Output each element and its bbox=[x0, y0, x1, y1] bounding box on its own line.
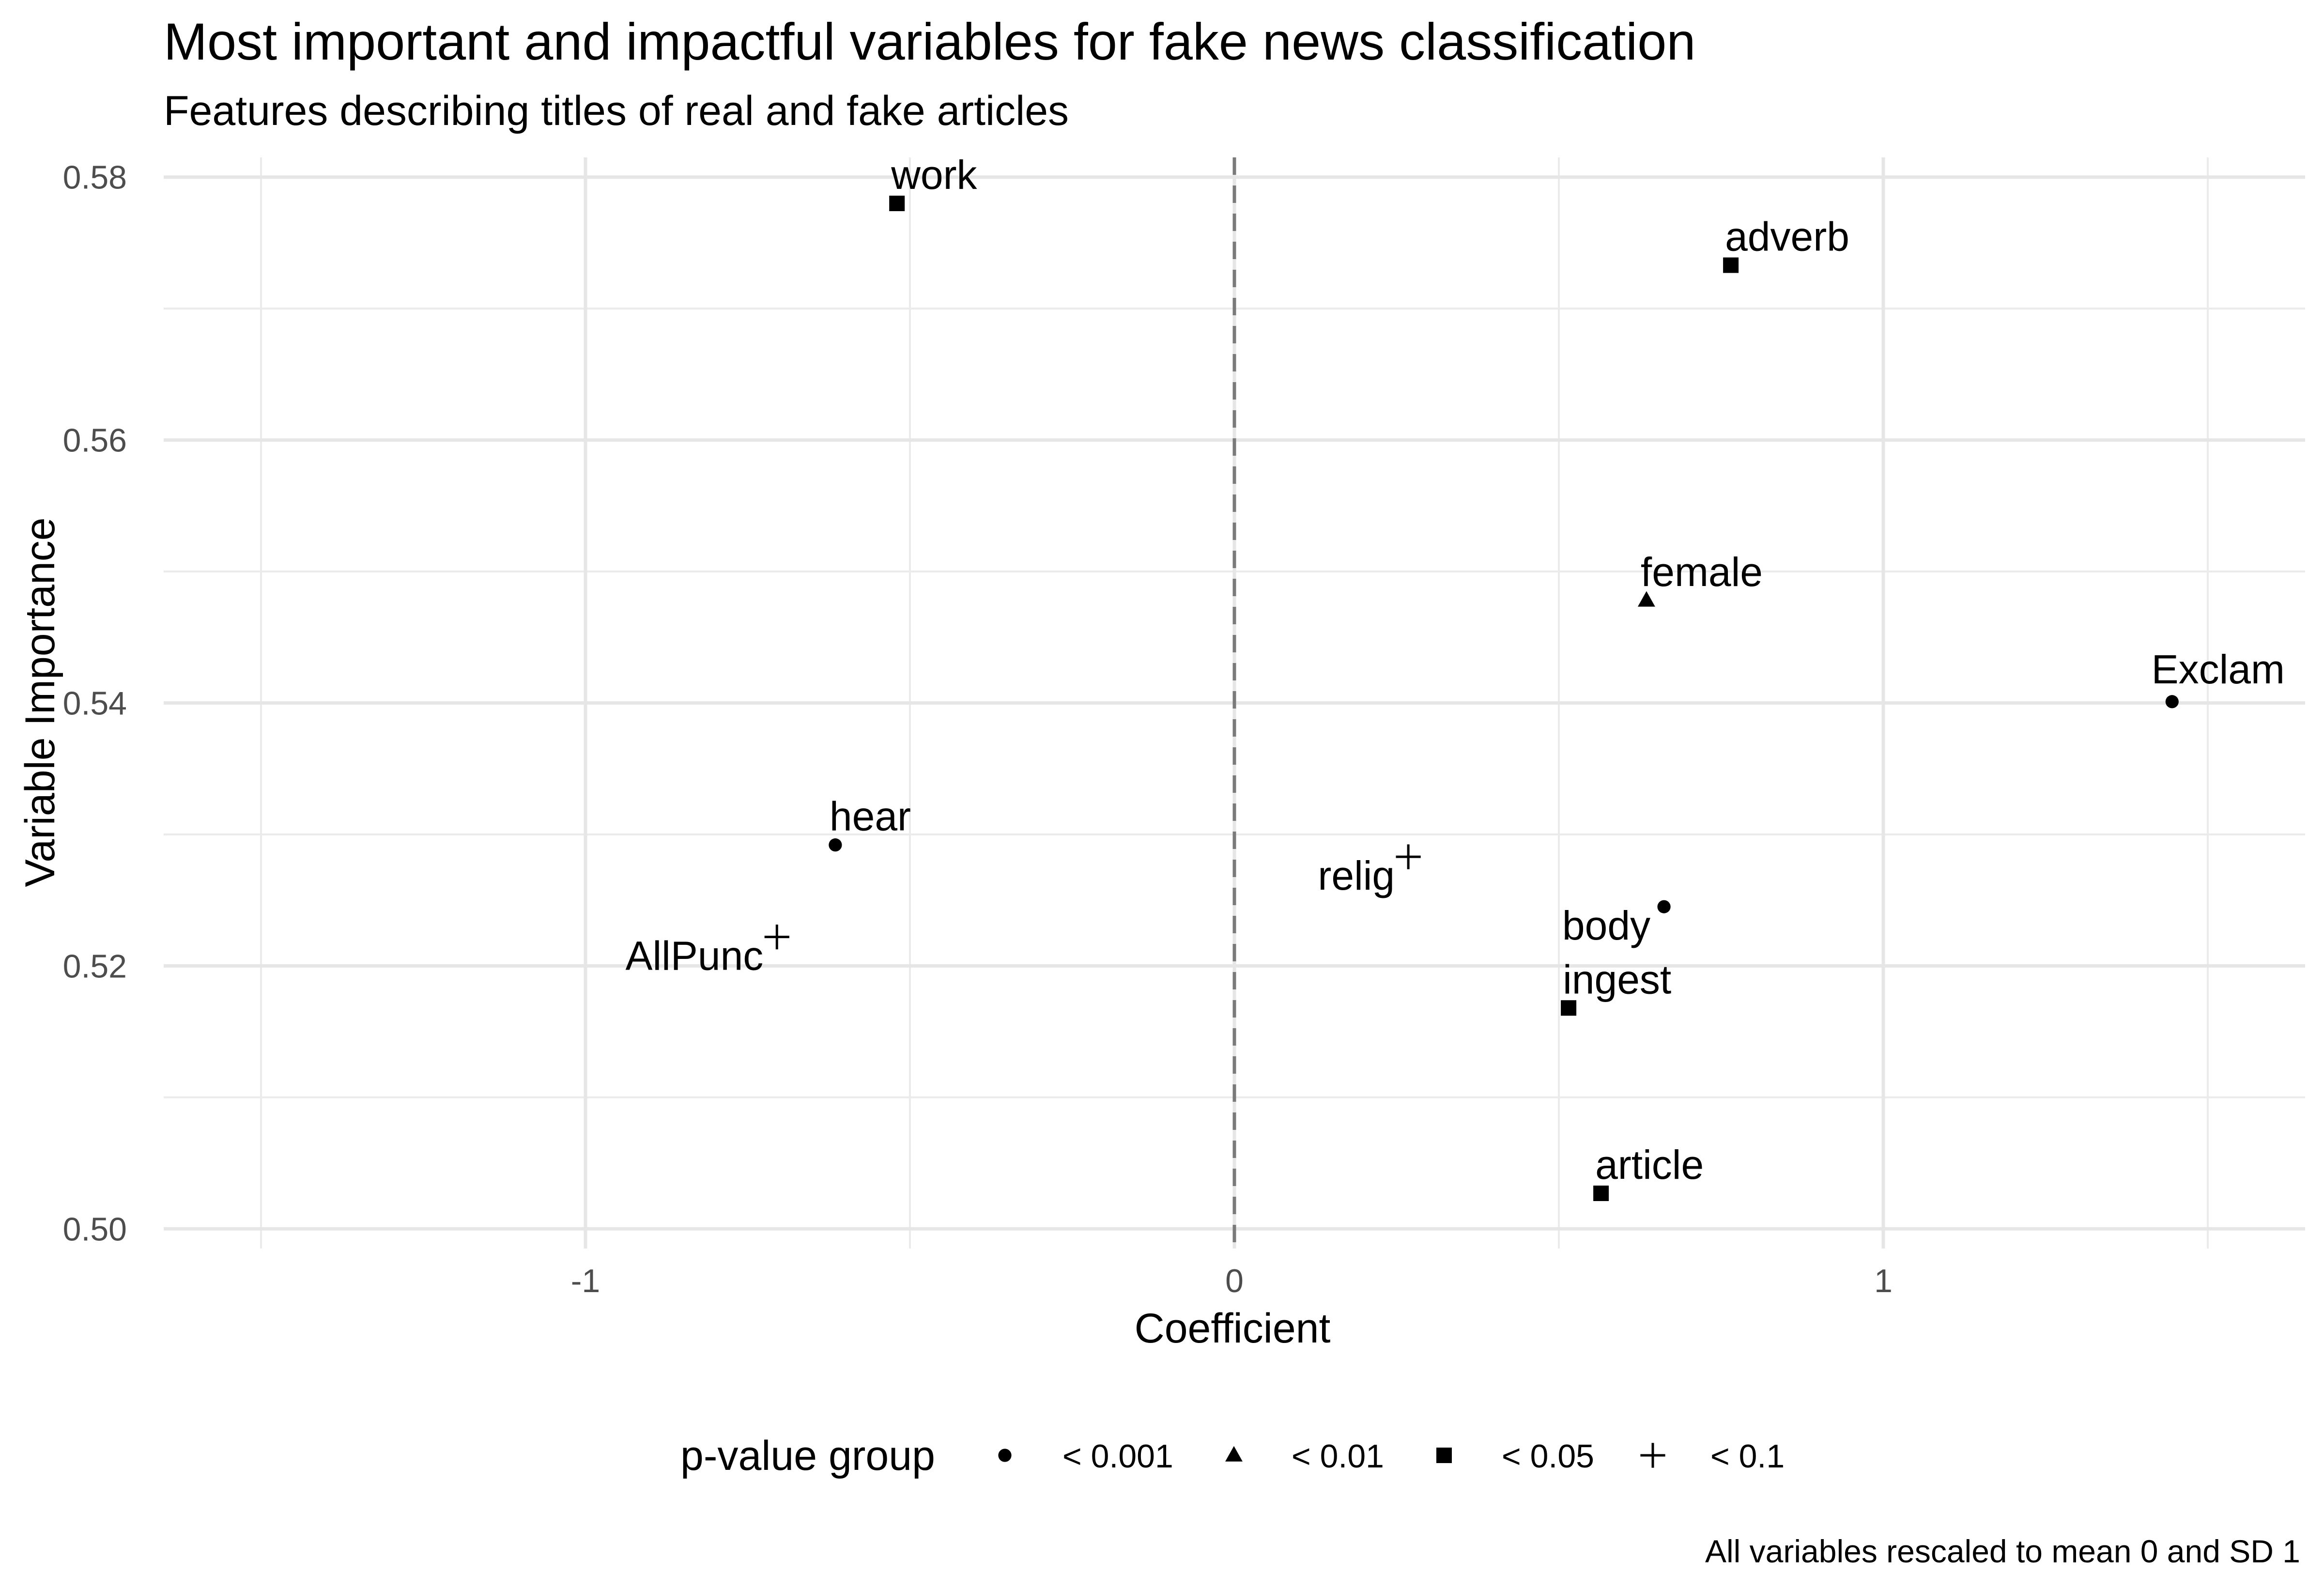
legend-label: < 0.001 bbox=[1062, 1438, 1173, 1475]
legend: p-value group < 0.001 < 0.01 < 0.05 < 0.1 bbox=[680, 1433, 1785, 1479]
chart-title: Most important and impactful variables f… bbox=[164, 12, 1695, 71]
point-work bbox=[889, 196, 905, 212]
point-label-ingest: ingest bbox=[1563, 956, 1671, 1002]
legend-label: < 0.01 bbox=[1292, 1438, 1384, 1475]
point-label-exclam: Exclam bbox=[2152, 647, 2285, 692]
y-tick-label: 0.58 bbox=[63, 159, 127, 196]
legend-label: < 0.05 bbox=[1502, 1438, 1594, 1475]
legend-title: p-value group bbox=[680, 1433, 935, 1479]
y-axis-ticks: 0.50 0.52 0.54 0.56 0.58 bbox=[63, 159, 127, 1248]
x-axis-title: Coefficient bbox=[1135, 1305, 1331, 1352]
legend-key-plus bbox=[1640, 1443, 1665, 1468]
y-tick-label: 0.50 bbox=[63, 1211, 127, 1248]
data-points bbox=[764, 196, 2179, 1201]
legend-label: < 0.1 bbox=[1710, 1438, 1785, 1475]
y-tick-label: 0.54 bbox=[63, 685, 127, 722]
point-label-allpunc: AllPunc bbox=[625, 933, 763, 979]
point-label-adverb: adverb bbox=[1725, 214, 1849, 260]
point-labels: work adverb female Exclam hear relig body AllPu… bbox=[625, 152, 2285, 1188]
x-tick-label: 1 bbox=[1874, 1263, 1893, 1299]
point-label-relig: relig bbox=[1318, 853, 1395, 898]
point-label-hear: hear bbox=[830, 794, 911, 839]
y-axis-title: Variable Importance bbox=[17, 517, 63, 887]
point-relig bbox=[1396, 844, 1421, 869]
point-exclam bbox=[2165, 695, 2179, 709]
legend-key-square bbox=[1436, 1448, 1452, 1463]
point-label-female: female bbox=[1641, 549, 1763, 595]
chart-caption: All variables rescaled to mean 0 and SD … bbox=[1705, 1533, 2300, 1569]
y-tick-label: 0.52 bbox=[63, 948, 127, 985]
y-tick-label: 0.56 bbox=[63, 422, 127, 459]
point-hear bbox=[829, 838, 842, 852]
point-allpunc bbox=[764, 925, 789, 950]
x-tick-label: -1 bbox=[571, 1263, 600, 1299]
point-label-article: article bbox=[1595, 1142, 1704, 1188]
x-axis-ticks: -1 0 1 bbox=[571, 1263, 1893, 1299]
point-female bbox=[1637, 591, 1655, 607]
point-label-work: work bbox=[891, 152, 977, 198]
point-adverb bbox=[1723, 257, 1739, 273]
point-article bbox=[1593, 1185, 1609, 1201]
x-tick-label: 0 bbox=[1225, 1263, 1244, 1299]
point-ingest bbox=[1561, 1000, 1577, 1016]
legend-key-triangle bbox=[1225, 1446, 1243, 1462]
point-label-body: body bbox=[1562, 903, 1650, 948]
legend-key-circle bbox=[998, 1449, 1012, 1462]
chart-subtitle: Features describing titles of real and f… bbox=[164, 88, 1069, 134]
point-body bbox=[1657, 900, 1671, 913]
